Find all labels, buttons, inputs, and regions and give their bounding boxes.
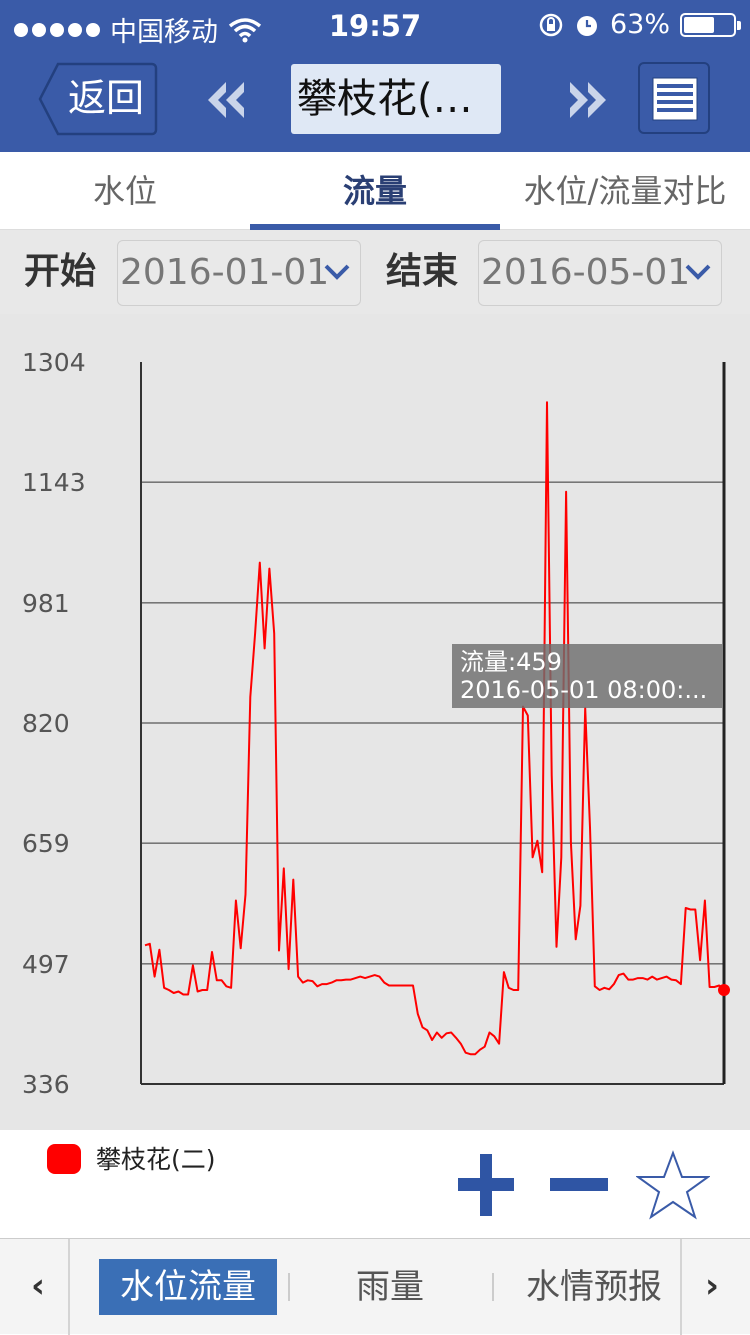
double-chevron-left-icon[interactable]: [204, 80, 248, 120]
y-tick-label: 497: [22, 950, 70, 979]
tab-bar: 水位 流量 水位/流量对比: [0, 152, 750, 230]
nav-water-forecast[interactable]: 水情预报: [526, 1267, 662, 1307]
chart-background: [0, 314, 750, 1130]
carrier-label: 中国移动: [110, 17, 218, 48]
legend-label: 攀枝花(二): [96, 1145, 216, 1174]
divider: [492, 1273, 494, 1301]
status-time: 19:57: [328, 9, 422, 43]
active-tab-indicator: [250, 224, 500, 230]
status-bar: 中国移动 19:57 63%: [0, 0, 750, 52]
wifi-icon: [228, 17, 262, 42]
scroll-right-icon[interactable]: ›: [704, 1266, 719, 1306]
chevron-down-icon: [685, 264, 711, 280]
back-button-shape: [38, 62, 158, 136]
legend-area: 攀枝花(二): [0, 1130, 750, 1238]
double-chevron-right-icon[interactable]: [566, 80, 610, 120]
tab-flow[interactable]: 流量: [342, 172, 407, 210]
minus-icon[interactable]: [550, 1175, 608, 1195]
divider: [288, 1273, 290, 1301]
bottom-nav: ‹ 水位流量 雨量 水情预报 ›: [0, 1238, 750, 1335]
list-menu-button[interactable]: [638, 62, 710, 134]
y-tick-label: 336: [22, 1070, 70, 1099]
nav-rainfall[interactable]: 雨量: [356, 1267, 424, 1307]
back-button-label: 返回: [67, 76, 144, 120]
chart-tooltip: 流量:459 2016-05-01 08:00:...: [452, 644, 722, 708]
star-icon[interactable]: [636, 1150, 710, 1220]
end-date-value: 2016-05-01: [481, 252, 691, 293]
tab-level-flow-compare[interactable]: 水位/流量对比: [523, 172, 727, 210]
legend-swatch: [47, 1144, 81, 1174]
status-right: 63%: [538, 9, 741, 40]
battery-icon: [680, 12, 741, 37]
end-date-select[interactable]: 2016-05-01: [478, 240, 722, 306]
alarm-icon: [576, 15, 597, 36]
flow-line-chart[interactable]: 1304 1143 981 820 659 497 336: [0, 314, 750, 1130]
y-tick-label: 659: [22, 829, 70, 858]
tooltip-time: 2016-05-01 08:00:...: [460, 676, 708, 704]
status-left: 中国移动: [14, 10, 262, 49]
start-date-select[interactable]: 2016-01-01: [117, 240, 361, 306]
tab-water-level[interactable]: 水位: [92, 172, 157, 210]
nav-water-level-flow[interactable]: 水位流量: [99, 1259, 277, 1315]
chevron-down-icon: [324, 264, 350, 280]
divider: [68, 1239, 70, 1335]
tooltip-value: 流量:459: [460, 648, 562, 676]
back-button[interactable]: 返回: [38, 62, 158, 136]
y-tick-label: 820: [22, 709, 70, 738]
scroll-left-icon[interactable]: ‹: [30, 1266, 45, 1306]
start-date-value: 2016-01-01: [120, 252, 330, 293]
rotation-lock-icon: [539, 13, 563, 36]
list-icon: [652, 77, 698, 121]
app-header: 中国移动 19:57 63% 返回: [0, 0, 750, 152]
start-date-label: 开始: [24, 251, 97, 292]
plus-icon[interactable]: [458, 1152, 514, 1218]
battery-percent: 63%: [609, 9, 670, 40]
end-date-label: 结束: [386, 251, 459, 292]
y-tick-label: 1304: [22, 348, 86, 377]
station-title[interactable]: 攀枝花(…: [291, 64, 501, 134]
highlighted-point: [718, 984, 730, 997]
date-filter: 开始 2016-01-01 结束 2016-05-01: [0, 230, 750, 314]
signal-strength-icon: [14, 22, 100, 37]
y-tick-label: 981: [22, 589, 70, 618]
series-line: [144, 401, 725, 1056]
y-tick-label: 1143: [22, 468, 86, 497]
divider: [680, 1239, 682, 1335]
